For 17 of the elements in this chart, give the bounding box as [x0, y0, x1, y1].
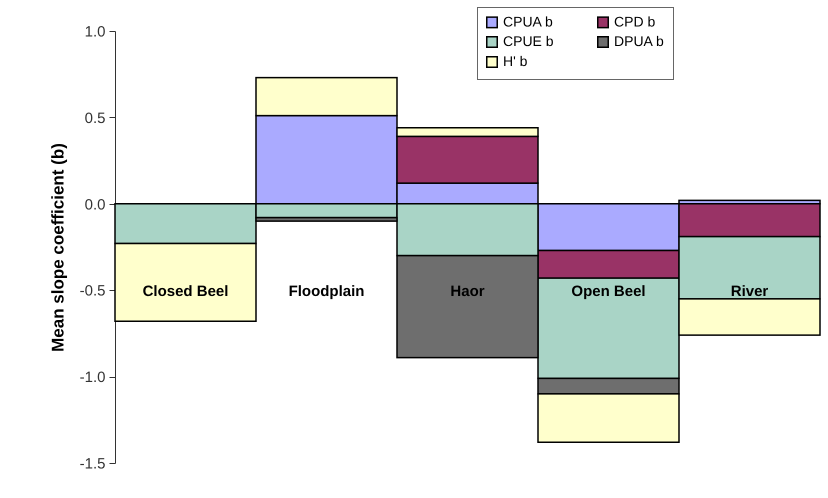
x-tick-label: Closed Beel — [142, 283, 228, 300]
legend-label: CPUA b — [503, 13, 554, 30]
legend-label: H' b — [503, 53, 528, 69]
x-tick-label: River — [730, 283, 768, 300]
y-tick-label: 0.5 — [84, 110, 106, 127]
y-tick-label: 0.0 — [84, 196, 106, 214]
legend-label: DPUA b — [614, 33, 664, 49]
x-tick-label: Floodplain — [288, 283, 364, 300]
y-tick-label: 1.0 — [84, 24, 106, 40]
legend-label: CPD b — [614, 13, 656, 30]
y-tick-label: -1.0 — [80, 369, 106, 386]
legend-label: CPUE b — [503, 33, 554, 49]
x-tick-label: Haor — [450, 283, 485, 300]
y-tick-label: -0.5 — [80, 282, 106, 300]
x-tick-label: Open Beel — [571, 283, 646, 300]
y-axis-title: Mean slope coefficient (b) — [48, 143, 68, 352]
y-tick-label: -1.5 — [80, 456, 106, 472]
